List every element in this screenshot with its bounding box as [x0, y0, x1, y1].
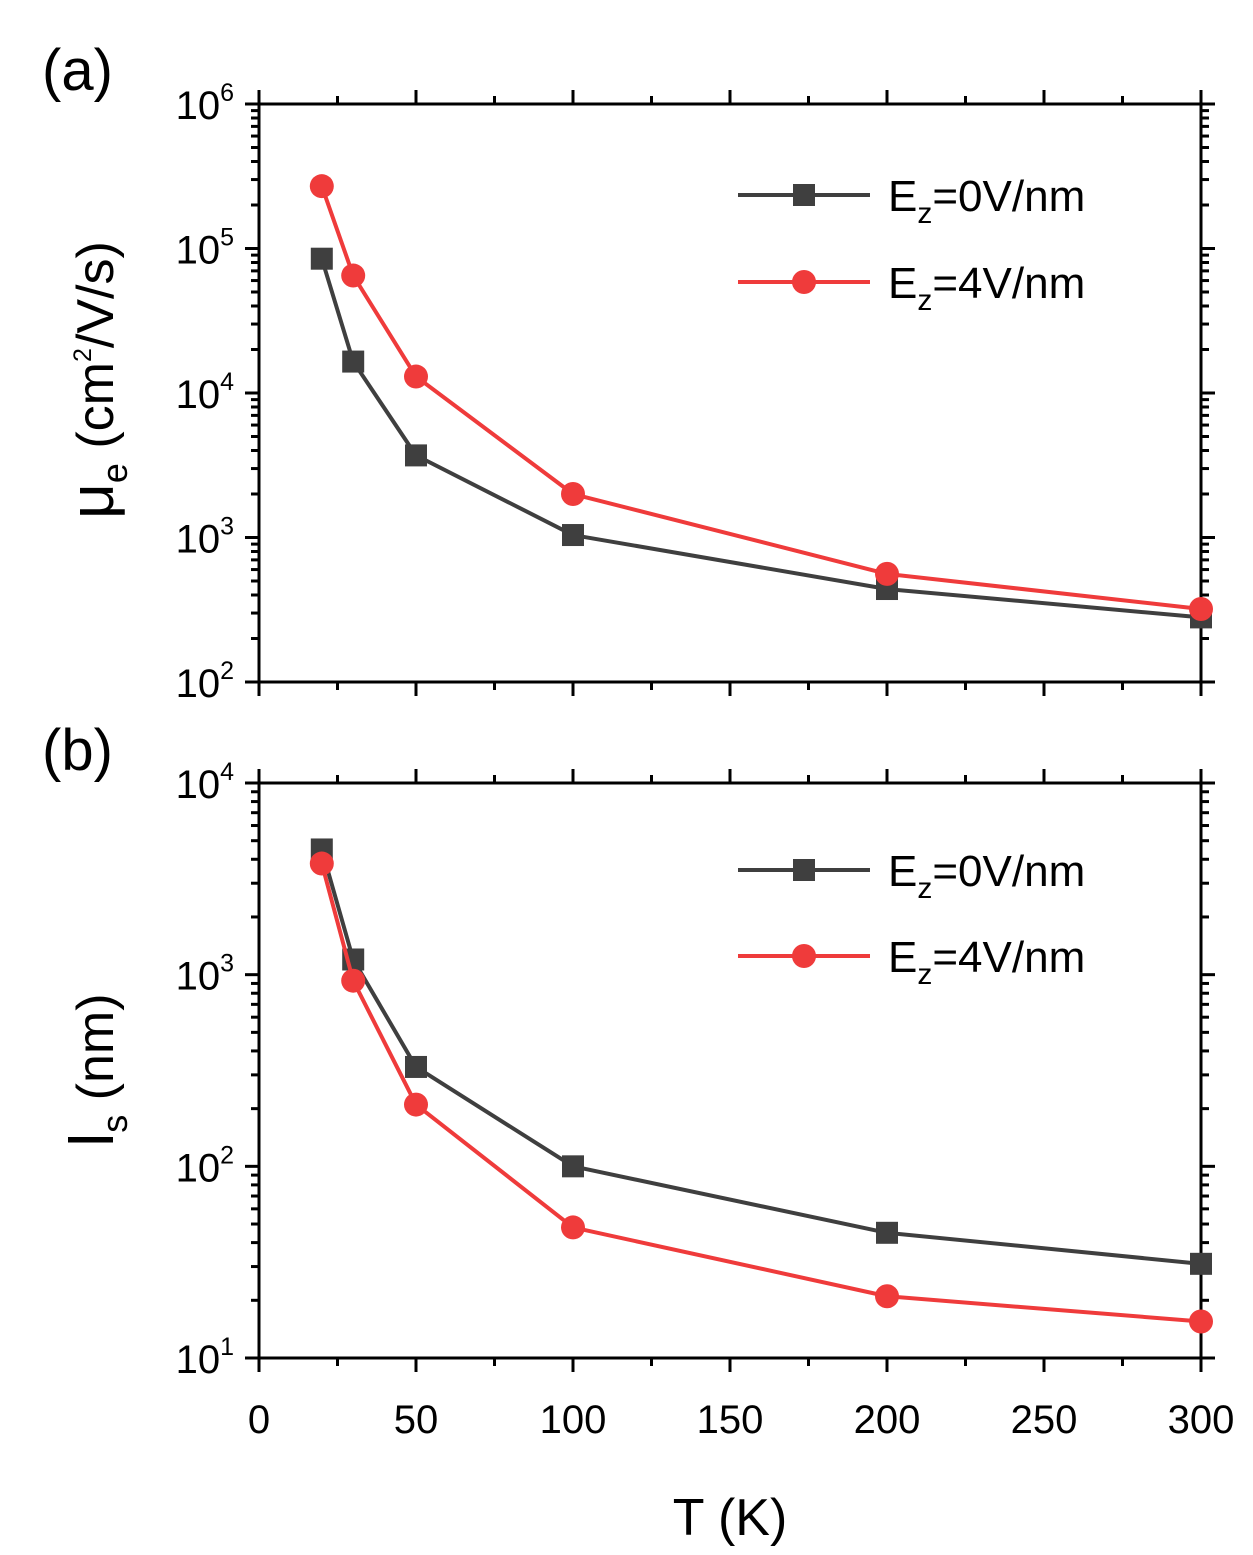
panel-label: (b)	[42, 718, 113, 783]
x-tick-label: 0	[248, 1398, 270, 1442]
series-0	[310, 838, 1212, 1275]
data-point-square	[1190, 1252, 1212, 1275]
series-1	[309, 851, 1213, 1334]
data-point-circle	[561, 482, 585, 507]
y-tick-label: 102	[176, 657, 234, 706]
y-title-subscript: s	[94, 1115, 135, 1133]
y-tick-label: 106	[176, 79, 234, 128]
data-point-square	[876, 1221, 898, 1244]
y-tick-base: 10	[176, 1338, 221, 1382]
data-point-square	[342, 350, 365, 373]
legend-label-sub: z	[917, 284, 932, 317]
x-tick-label: 50	[394, 1398, 439, 1442]
y-tick-base: 10	[176, 955, 221, 999]
y-tick-base: 10	[176, 229, 221, 273]
legend-label: Ez=0V/nm	[888, 172, 1085, 230]
legend-label-rest: =4V/nm	[932, 933, 1085, 982]
y-tick-exp: 2	[220, 1141, 234, 1169]
y-tick-exp: 5	[220, 224, 234, 252]
data-point-circle	[875, 561, 899, 586]
y-tick-label: 103	[176, 513, 234, 562]
series-line	[319, 863, 1202, 1324]
data-point-square	[405, 1055, 427, 1078]
x-axis-title: T (K)	[673, 1489, 788, 1547]
legend-label-main: E	[888, 172, 917, 221]
y-tick-label: 104	[176, 368, 235, 417]
legend-label: Ez=0V/nm	[888, 847, 1085, 905]
x-tick-label: 200	[854, 1398, 921, 1442]
data-point-circle	[309, 851, 334, 876]
legend-label-sub: z	[917, 872, 932, 905]
x-tick-label: 150	[697, 1398, 764, 1442]
legend-label-rest: =0V/nm	[932, 172, 1085, 221]
legend-label-main: E	[888, 933, 917, 982]
y-title-symbol: l	[58, 1133, 127, 1147]
y-tick-label: 104	[176, 758, 235, 807]
y-tick-exp: 3	[220, 950, 234, 978]
legend-marker-square	[793, 859, 815, 881]
y-tick-exp: 6	[220, 79, 234, 107]
data-point-square	[562, 1155, 584, 1178]
data-point-circle	[404, 1092, 428, 1117]
y-axis-title: μe (cm2/V/s)	[58, 241, 135, 519]
y-tick-exp: 4	[220, 368, 234, 396]
y-tick-label: 101	[176, 1333, 234, 1382]
y-tick-label: 102	[176, 1141, 234, 1190]
y-title-unit-rest: /V/s)	[67, 241, 125, 348]
data-point-circle	[341, 968, 366, 993]
y-axis-title: ls (nm)	[58, 993, 135, 1146]
y-tick-base: 10	[176, 1146, 221, 1190]
panel-label: (a)	[42, 38, 113, 103]
series-line	[319, 848, 1202, 1266]
x-tick-label: 300	[1168, 1398, 1235, 1442]
data-point-circle	[404, 364, 428, 389]
y-title-unit: (cm	[67, 362, 125, 463]
series-line	[319, 258, 1202, 620]
y-tick-base: 10	[176, 373, 221, 417]
legend-marker-square	[793, 184, 815, 206]
y-tick-base: 10	[176, 518, 221, 562]
legend-label: Ez=4V/nm	[888, 259, 1085, 317]
y-tick-label: 103	[176, 950, 234, 999]
x-tick-label: 100	[540, 1398, 607, 1442]
legend-label-sub: z	[917, 958, 932, 991]
y-title-unit: (nm)	[67, 993, 125, 1114]
data-point-circle	[875, 1284, 899, 1309]
legend-label-rest: =4V/nm	[932, 259, 1085, 308]
y-tick-base: 10	[176, 763, 221, 807]
y-tick-exp: 3	[220, 513, 234, 541]
data-point-square	[405, 444, 427, 467]
y-tick-label: 105	[176, 224, 234, 273]
y-tick-base: 10	[176, 662, 221, 706]
legend-label-rest: =0V/nm	[932, 847, 1085, 896]
legend-label-main: E	[888, 847, 917, 896]
series-line	[319, 185, 1202, 611]
data-point-circle	[1189, 597, 1213, 622]
y-tick-exp: 1	[220, 1333, 234, 1361]
data-point-circle	[1189, 1309, 1213, 1334]
data-point-circle	[309, 174, 334, 199]
y-tick-base: 10	[176, 84, 221, 128]
y-title-subscript: e	[94, 463, 135, 483]
y-title-symbol: μ	[58, 483, 127, 519]
y-tick-exp: 4	[220, 758, 234, 786]
y-title-superscript: 2	[69, 348, 97, 362]
data-point-square	[310, 247, 333, 270]
x-tick-label: 250	[1011, 1398, 1078, 1442]
data-point-circle	[561, 1215, 585, 1240]
legend-label-sub: z	[917, 197, 932, 230]
legend-marker-circle	[792, 270, 816, 294]
y-tick-exp: 2	[220, 657, 234, 685]
data-point-square	[562, 524, 584, 547]
legend-marker-circle	[792, 944, 816, 968]
legend-label-main: E	[888, 259, 917, 308]
legend-label: Ez=4V/nm	[888, 933, 1085, 991]
data-point-circle	[341, 263, 366, 288]
series-1	[309, 174, 1213, 622]
